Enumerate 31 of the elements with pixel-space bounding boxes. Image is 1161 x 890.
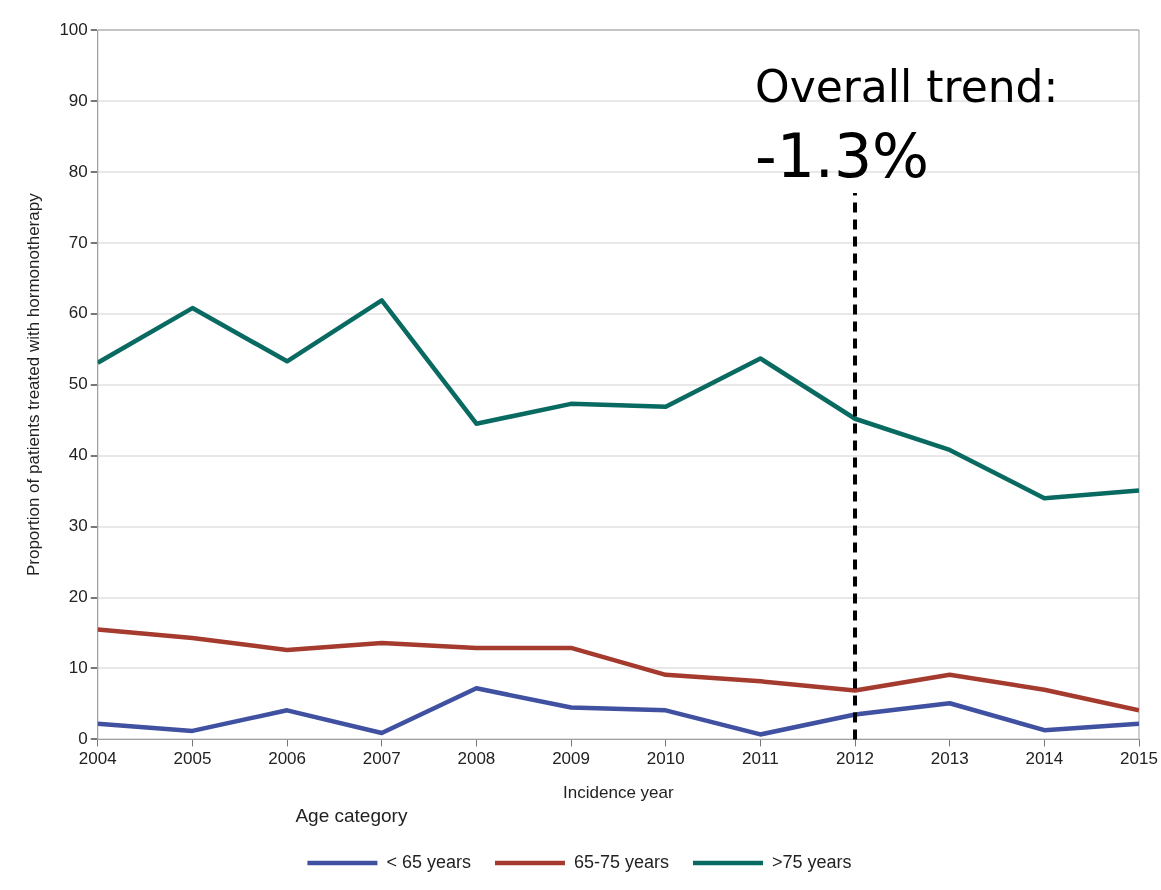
x-tick-label: 2009 xyxy=(552,749,590,769)
y-tick-label: 60 xyxy=(68,303,88,323)
y-tick-label: 40 xyxy=(68,445,88,465)
legend-label: >75 years xyxy=(772,851,852,872)
x-tick-label: 2006 xyxy=(268,749,306,769)
legend-label: 65-75 years xyxy=(573,851,670,872)
y-tick-label: 90 xyxy=(68,90,88,110)
x-tick-label: 2005 xyxy=(173,749,212,769)
x-tick-label: 2007 xyxy=(362,749,401,769)
x-tick-label: 2014 xyxy=(1025,749,1064,769)
legend-title: Age category xyxy=(295,804,408,826)
y-tick-label: 100 xyxy=(59,19,88,39)
y-tick-label: 0 xyxy=(78,729,88,749)
y-tick-label: 10 xyxy=(68,658,88,678)
x-tick-label: 2008 xyxy=(457,749,496,769)
annotation: -1.3% xyxy=(755,121,930,191)
y-tick-label: 80 xyxy=(68,161,88,181)
annotation: Overall trend: xyxy=(755,61,1059,112)
x-tick-label: 2010 xyxy=(646,749,685,769)
x-tick-label: 2015 xyxy=(1120,749,1158,769)
x-axis-title: Incidence year xyxy=(563,782,674,802)
x-tick-label: 2011 xyxy=(742,749,779,769)
y-tick-label: 20 xyxy=(68,587,88,607)
x-tick-label: 2004 xyxy=(78,749,117,769)
legend-label: < 65 years xyxy=(386,851,471,872)
x-tick-label: 2013 xyxy=(930,749,969,769)
y-tick-label: 30 xyxy=(68,516,88,536)
x-tick-label: 2012 xyxy=(836,749,874,769)
y-tick-label: 70 xyxy=(68,232,88,252)
y-axis-title: Proportion of patients treated with hormonotherapy xyxy=(23,192,43,577)
y-tick-label: 50 xyxy=(68,374,88,394)
